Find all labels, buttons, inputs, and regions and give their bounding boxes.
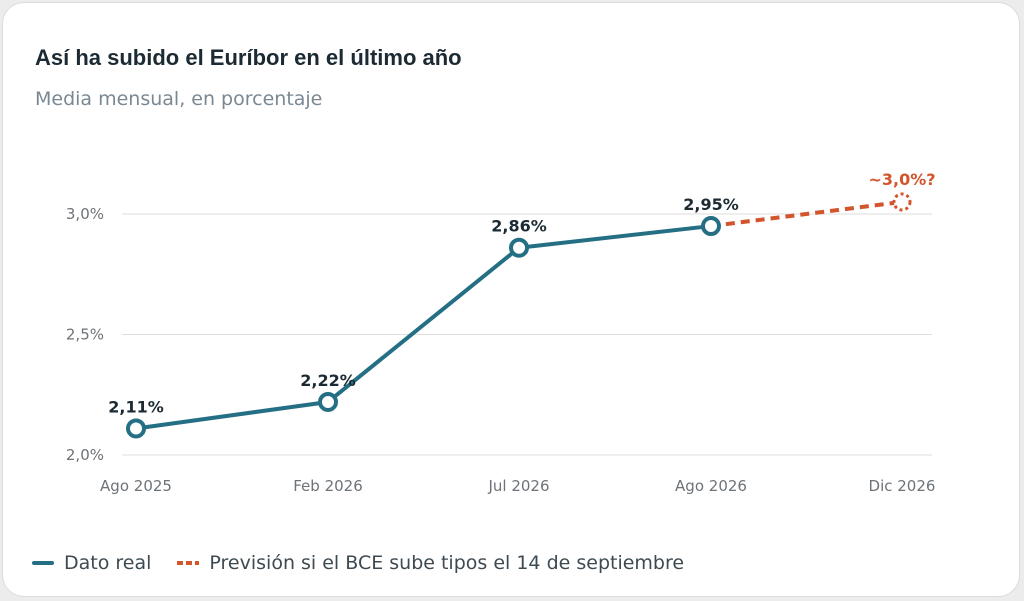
forecast-point xyxy=(892,192,912,212)
legend-swatch-real xyxy=(32,561,54,565)
legend-item-real: Dato real xyxy=(32,552,151,574)
forecast-label: ~3,0%? xyxy=(868,170,935,189)
y-tick-label: 2,5% xyxy=(66,326,104,344)
x-tick-label: Jul 2026 xyxy=(487,477,549,495)
y-tick-label: 3,0% xyxy=(66,205,104,223)
x-tick-label: Ago 2026 xyxy=(675,477,747,495)
legend: Dato real Previsión si el BCE sube tipos… xyxy=(32,552,710,574)
data-label: 2,11% xyxy=(108,397,164,416)
series-line-forecast xyxy=(710,199,903,229)
x-tick-label: Dic 2026 xyxy=(869,477,936,495)
series-line-real xyxy=(134,224,713,431)
legend-label-real: Dato real xyxy=(64,552,152,574)
legend-swatch-forecast xyxy=(177,561,200,565)
data-point xyxy=(318,391,338,412)
data-label: 2,86% xyxy=(491,217,547,236)
x-tick-label: Feb 2026 xyxy=(293,477,363,495)
chart-subtitle: Media mensual, en porcentaje xyxy=(35,88,323,110)
data-label: 2,22% xyxy=(300,371,356,390)
legend-item-forecast: Previsión si el BCE sube tipos el 14 de … xyxy=(177,552,684,574)
data-point xyxy=(509,237,529,258)
data-point xyxy=(701,216,721,237)
legend-label-forecast: Previsión si el BCE sube tipos el 14 de … xyxy=(209,552,685,574)
y-tick-label: 2,0% xyxy=(66,446,104,464)
chart-title: Así ha subido el Euríbor en el último añ… xyxy=(35,45,462,70)
data-point xyxy=(126,418,146,439)
x-tick-label: Ago 2025 xyxy=(100,477,172,495)
data-label: 2,95% xyxy=(683,195,739,214)
